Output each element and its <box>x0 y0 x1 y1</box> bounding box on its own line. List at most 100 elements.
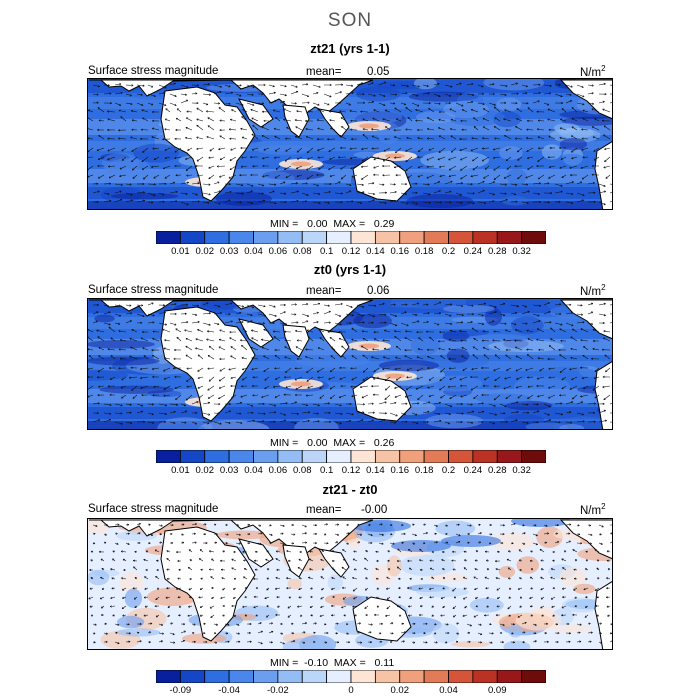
colorbar-tick-label: 0.01 <box>171 465 190 476</box>
colorbar-swatch <box>156 450 181 463</box>
colorbar-tick-label: -0.04 <box>218 685 240 696</box>
colorbar <box>156 231 546 244</box>
colorbar-swatch <box>399 450 425 463</box>
colorbar-tick-label: 0.08 <box>293 465 312 476</box>
colorbar-swatch <box>374 670 401 683</box>
colorbar-swatch <box>277 670 303 683</box>
colorbar-ticks: 0.01 0.02 0.03 0.04 0.06 0.08 0.1 0.12 0.14 0.16 0… <box>156 246 546 260</box>
colorbar-tick-label: 0.28 <box>488 246 507 257</box>
field-label: Surface stress magnitude <box>88 284 219 296</box>
colorbar-swatch <box>179 450 206 463</box>
colorbar-swatch <box>277 450 303 463</box>
colorbar-tick-label: 0.12 <box>341 465 361 476</box>
colorbar-tick-label: 0.14 <box>366 246 385 257</box>
colorbar-swatch <box>179 231 206 244</box>
colorbar-tick-label: 0.01 <box>171 246 190 257</box>
field-label: Surface stress magnitude <box>88 65 219 77</box>
colorbar-tick-label: 0.28 <box>488 465 507 476</box>
colorbar-ticks: -0.09 -0.04 -0.02 0 0.02 0.04 0.09 <box>156 685 546 699</box>
colorbar-tick-label: 0.1 <box>320 465 334 476</box>
colorbar-tick-label: 0.03 <box>219 246 239 257</box>
units-label: N/m2 <box>580 64 606 79</box>
colorbar-swatch <box>156 231 181 244</box>
colorbar-tick-label: 0.2 <box>441 465 456 476</box>
colorbar-tick-label: 0.12 <box>341 246 361 257</box>
colorbar-tick-label: -0.09 <box>169 685 192 696</box>
colorbar-tick-label: 0.16 <box>390 246 410 257</box>
mean-label: mean= <box>306 285 342 297</box>
colorbar-tick-label: 0.24 <box>463 465 483 476</box>
colorbar-tick-label: 0.04 <box>244 246 263 257</box>
colorbar-swatch <box>399 670 425 683</box>
colorbar-swatch <box>423 231 449 244</box>
colorbar-tick-label: 0.18 <box>414 246 434 257</box>
colorbar-swatch <box>496 231 523 244</box>
colorbar-tick-label: 0.06 <box>268 246 288 257</box>
colorbar-tick-label: 0.06 <box>268 465 288 476</box>
colorbar-tick-label: 0.1 <box>320 246 334 257</box>
colorbar-tick-label: 0.04 <box>244 465 263 476</box>
season-title: SON <box>327 10 373 31</box>
colorbar-tick-label: 0.16 <box>390 465 410 476</box>
colorbar-swatch <box>472 670 498 683</box>
colorbar-swatch <box>204 231 230 244</box>
mean-value: -0.00 <box>361 504 388 516</box>
mean-label: mean= <box>306 66 342 78</box>
colorbar-tick-label: 0.02 <box>195 465 215 476</box>
colorbar-swatch <box>521 231 546 244</box>
mean-value: 0.06 <box>367 285 390 297</box>
colorbar-swatch <box>228 670 254 683</box>
colorbar-swatch <box>228 231 254 244</box>
colorbar-swatch <box>496 450 523 463</box>
colorbar-swatch <box>472 450 498 463</box>
colorbar-tick-label: 0.14 <box>366 465 385 476</box>
colorbar-swatch <box>326 450 352 463</box>
units-label: N/m2 <box>580 502 606 517</box>
colorbar-swatch <box>253 450 279 463</box>
colorbar-swatch <box>448 670 474 683</box>
colorbar-swatch <box>204 670 230 683</box>
colorbar-tick-label: 0.32 <box>512 465 531 476</box>
colorbar-swatch <box>521 450 546 463</box>
colorbar-tick-label: 0.04 <box>439 685 458 696</box>
colorbar-tick-label: 0.02 <box>390 685 410 696</box>
colorbar-tick-label: 0.2 <box>441 246 456 257</box>
colorbar-tick-label: 0.09 <box>488 685 507 696</box>
colorbar-swatch <box>253 670 279 683</box>
colorbar-swatch <box>374 231 401 244</box>
colorbar-swatch <box>423 450 449 463</box>
colorbar-swatch <box>301 231 328 244</box>
colorbar-swatch <box>374 450 401 463</box>
colorbar-swatch <box>277 231 303 244</box>
colorbar-swatch <box>156 670 181 683</box>
colorbar-swatch <box>301 450 328 463</box>
colorbar <box>156 670 546 683</box>
colorbar-tick-label: 0.32 <box>512 246 531 257</box>
map-difference <box>87 518 613 650</box>
colorbar-tick-label: 0.24 <box>463 246 483 257</box>
colorbar-swatch <box>472 231 498 244</box>
colorbar-swatch <box>496 670 523 683</box>
colorbar-tick-label: 0.02 <box>195 246 215 257</box>
colorbar-swatch <box>399 231 425 244</box>
minmax-readout: MIN = -0.10 MAX = 0.11 <box>270 657 395 669</box>
units-label: N/m2 <box>580 283 606 298</box>
minmax-readout: MIN = 0.00 MAX = 0.29 <box>270 218 395 230</box>
colorbar-swatch <box>228 450 254 463</box>
mean-value: 0.05 <box>367 66 390 78</box>
colorbar-swatch <box>350 231 376 244</box>
map-zt0 <box>87 298 613 430</box>
colorbar-tick-label: 0 <box>348 685 354 696</box>
colorbar-swatch <box>423 670 449 683</box>
colorbar-swatch <box>204 450 230 463</box>
colorbar-tick-label: 0.08 <box>293 246 312 257</box>
colorbar-swatch <box>350 450 376 463</box>
panel-title-zt0: zt0 (yrs 1-1) <box>313 262 387 277</box>
colorbar-tick-label: 0.03 <box>219 465 239 476</box>
colorbar-swatch <box>301 670 328 683</box>
colorbar-swatch <box>179 670 206 683</box>
colorbar-swatch <box>253 231 279 244</box>
colorbar-swatch <box>521 670 546 683</box>
colorbar <box>156 450 546 463</box>
colorbar-swatch <box>326 670 352 683</box>
